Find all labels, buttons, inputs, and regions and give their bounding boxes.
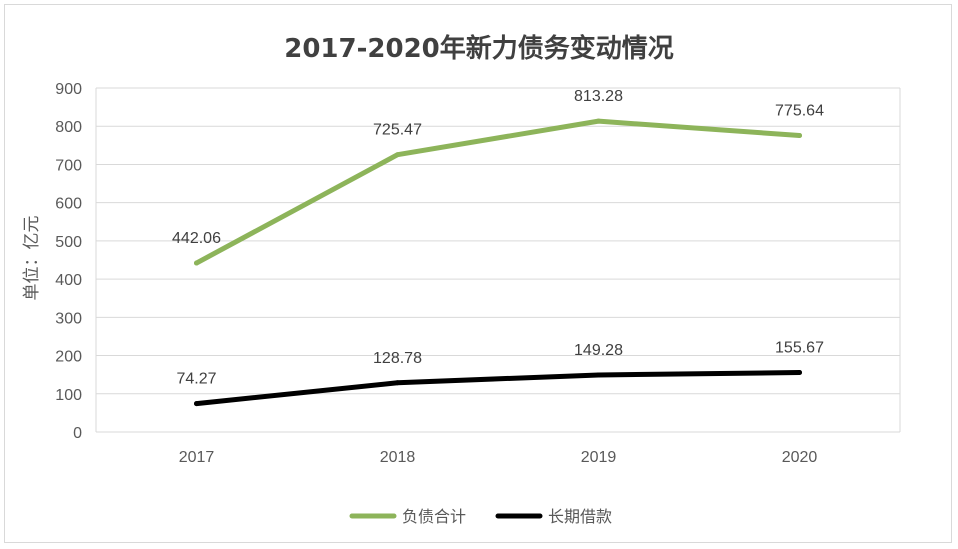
y-axis-ticks: 0 100 200 300 400 500 600 700 800 900 bbox=[55, 81, 82, 442]
chart-frame: 2017-2020年新力债务变动情况 0 100 200 300 400 500 600 70… bbox=[4, 4, 952, 543]
y-tick-label: 600 bbox=[55, 196, 82, 213]
y-tick-label: 0 bbox=[73, 425, 82, 442]
data-label: 155.67 bbox=[775, 339, 824, 356]
y-tick-label: 100 bbox=[55, 387, 82, 404]
x-tick-label: 2020 bbox=[782, 449, 818, 466]
data-label: 128.78 bbox=[373, 350, 422, 367]
gridlines bbox=[95, 87, 901, 433]
y-tick-label: 900 bbox=[55, 81, 82, 98]
y-tick-label: 500 bbox=[55, 234, 82, 251]
y-tick-label: 800 bbox=[55, 119, 82, 136]
data-label: 74.27 bbox=[176, 371, 216, 388]
legend: 负债合计 长期借款 bbox=[349, 507, 612, 526]
data-label: 775.64 bbox=[775, 103, 824, 120]
chart-title: 2017-2020年新力债务变动情况 bbox=[284, 33, 674, 64]
line-chart: 2017-2020年新力债务变动情况 0 100 200 300 400 500 600 70… bbox=[22, 33, 901, 526]
data-label: 813.28 bbox=[574, 88, 623, 105]
x-tick-label: 2017 bbox=[179, 449, 215, 466]
legend-label: 长期借款 bbox=[548, 507, 612, 526]
data-point bbox=[596, 372, 601, 378]
data-label: 725.47 bbox=[373, 122, 422, 139]
y-axis-label: 单位：亿元 bbox=[22, 216, 42, 301]
y-tick-label: 700 bbox=[55, 157, 82, 174]
data-labels: 442.06 725.47 813.28 775.64 74.27 128.78 149.2… bbox=[172, 88, 824, 387]
data-point bbox=[797, 133, 802, 139]
series-lines bbox=[194, 118, 802, 407]
series-line-long-term-loans bbox=[194, 369, 802, 407]
data-label: 442.06 bbox=[172, 230, 221, 247]
y-tick-label: 400 bbox=[55, 272, 82, 289]
legend-label: 负债合计 bbox=[402, 507, 466, 526]
data-point bbox=[194, 260, 199, 266]
x-tick-label: 2018 bbox=[380, 449, 416, 466]
data-point bbox=[797, 369, 802, 375]
y-tick-label: 300 bbox=[55, 310, 82, 327]
data-point bbox=[194, 401, 199, 407]
x-tick-label: 2019 bbox=[581, 449, 617, 466]
data-point bbox=[395, 380, 400, 386]
series-line-total-liabilities bbox=[194, 118, 802, 266]
data-label: 149.28 bbox=[574, 342, 623, 359]
data-point bbox=[596, 118, 601, 124]
x-axis-ticks: 2017 2018 2019 2020 bbox=[179, 449, 818, 466]
data-point bbox=[395, 152, 400, 158]
y-tick-label: 200 bbox=[55, 349, 82, 366]
